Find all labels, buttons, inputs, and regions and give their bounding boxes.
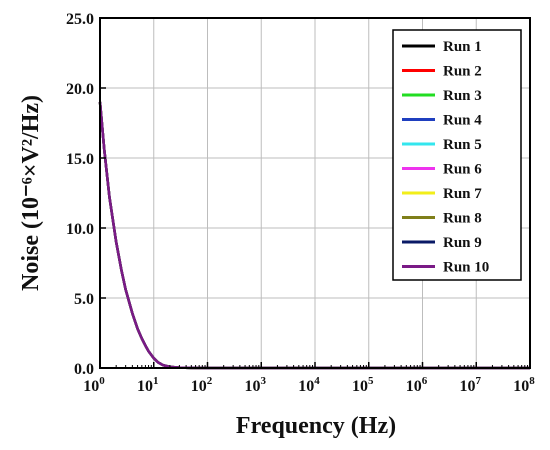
legend-label: Run 3 — [443, 88, 482, 104]
y-tick-label: 0.0 — [74, 361, 94, 378]
x-tick-label: 101 — [137, 375, 159, 395]
legend: Run 1 Run 2 Run 3 Run 4 Run 5 Run 6 Run 7 Run 8… — [392, 29, 522, 281]
x-tick-label: 103 — [245, 375, 267, 395]
legend-label: Run 1 — [443, 39, 482, 55]
y-axis-title: Noise (10⁻⁶×V²/Hz) — [18, 95, 44, 291]
legend-label: Run 10 — [443, 260, 489, 276]
x-tick-label: 107 — [460, 375, 482, 395]
y-axis-ticks: 0.0 5.0 10.0 15.0 20.0 25.0 — [66, 11, 106, 378]
y-tick-label: 5.0 — [74, 291, 94, 308]
legend-label: Run 8 — [443, 211, 482, 227]
x-tick-label: 106 — [406, 375, 428, 395]
legend-label: Run 2 — [443, 64, 482, 80]
x-tick-label: 102 — [191, 375, 213, 395]
legend-label: Run 5 — [443, 137, 482, 153]
y-tick-label: 20.0 — [66, 81, 94, 98]
x-tick-label: 105 — [352, 375, 374, 395]
y-tick-label: 15.0 — [66, 151, 94, 168]
legend-label: Run 4 — [443, 113, 482, 129]
legend-label: Run 7 — [443, 186, 482, 202]
y-tick-label: 25.0 — [66, 11, 94, 28]
y-tick-label: 10.0 — [66, 221, 94, 238]
legend-label: Run 9 — [443, 235, 482, 251]
x-tick-label: 100 — [83, 375, 105, 395]
x-axis-title: Frequency (Hz) — [236, 413, 396, 439]
x-tick-label: 108 — [513, 375, 535, 395]
x-tick-label: 104 — [298, 375, 320, 395]
legend-label: Run 6 — [443, 162, 482, 178]
x-axis-ticks: 100 101 102 103 104 105 106 107 108 — [83, 362, 535, 395]
